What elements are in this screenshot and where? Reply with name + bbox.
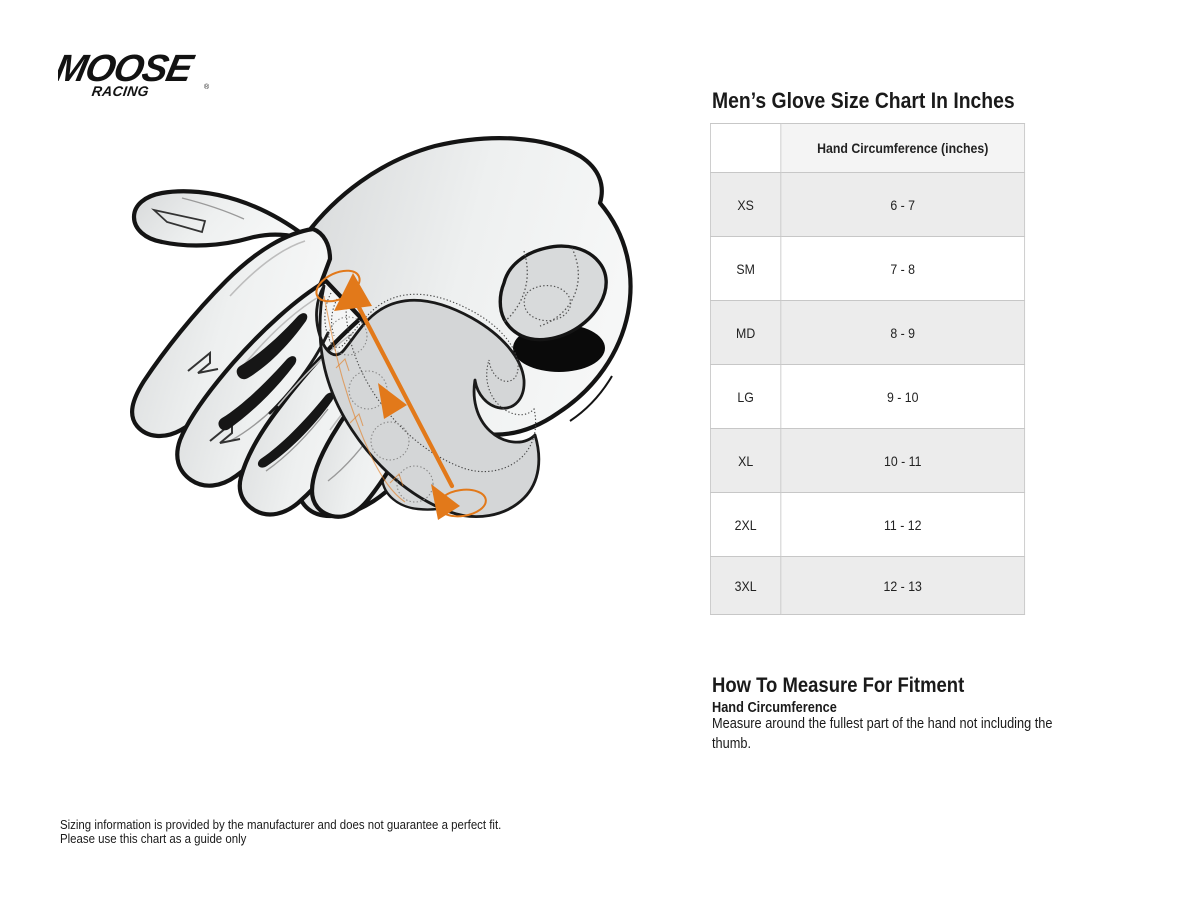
svg-text:®: ® [204, 83, 210, 91]
svg-text:RACING: RACING [91, 83, 150, 99]
